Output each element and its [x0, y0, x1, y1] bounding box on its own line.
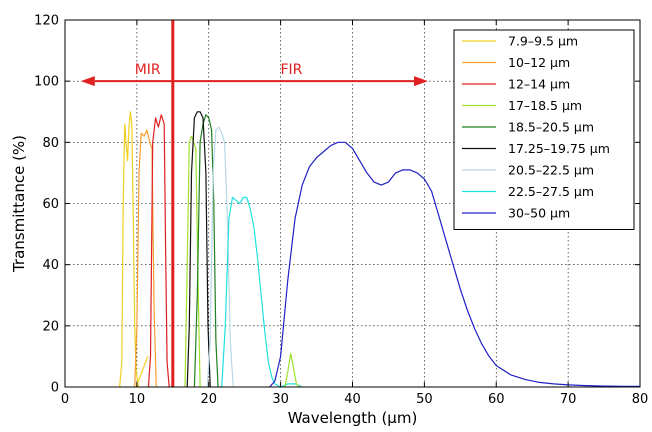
- legend-label-2: 12–14 μm: [508, 77, 570, 92]
- x-tick-label: 0: [61, 392, 69, 407]
- legend-label-0: 7.9–9.5 μm: [508, 34, 578, 49]
- legend-label-1: 10–12 μm: [508, 55, 570, 70]
- x-tick-label: 10: [129, 392, 146, 407]
- legend-label-6: 20.5–22.5 μm: [508, 163, 594, 178]
- x-tick-label: 30: [272, 392, 289, 407]
- extra-line-0: [135, 356, 149, 388]
- x-axis-label: Wavelength (μm): [288, 409, 418, 427]
- series-line-7: [221, 196, 303, 388]
- annotation-fir: FIR: [280, 62, 302, 78]
- legend-label-8: 30–50 μm: [508, 206, 570, 221]
- series-line-2: [147, 114, 170, 388]
- series-line-5: [186, 111, 211, 388]
- x-tick-label: 70: [560, 392, 577, 407]
- series-line-8: [269, 141, 640, 388]
- legend-label-5: 17.25–19.75 μm: [508, 141, 610, 156]
- y-tick-label: 20: [42, 319, 59, 334]
- arrow-head-0: [80, 76, 95, 87]
- x-tick-label: 60: [488, 392, 505, 407]
- y-tick-label: 40: [42, 258, 59, 273]
- y-tick-label: 120: [34, 14, 59, 29]
- y-tick-label: 100: [34, 75, 59, 90]
- series-line-1: [134, 129, 157, 388]
- x-tick-label: 80: [632, 392, 649, 407]
- series-line-4: [193, 114, 219, 388]
- x-tick-label: 50: [416, 392, 433, 407]
- x-tick-label: 40: [344, 392, 361, 407]
- legend-label-3: 17–18.5 μm: [508, 98, 582, 113]
- legend-label-4: 18.5–20.5 μm: [508, 120, 594, 135]
- y-tick-label: 0: [51, 381, 59, 396]
- series-line-0: [119, 111, 139, 388]
- legend-label-7: 22.5–27.5 μm: [508, 184, 594, 199]
- y-tick-label: 60: [42, 197, 59, 212]
- legend-box: [453, 29, 635, 230]
- legend: 7.9–9.5 μm 10–12 μm 12–14 μm 17–18.5 μm 18.5…: [453, 29, 635, 230]
- y-axis-label: Transmittance (%): [10, 135, 28, 273]
- x-tick-label: 20: [200, 392, 217, 407]
- arrow-head-1: [413, 76, 428, 87]
- series-line-6: [206, 126, 234, 388]
- annotation-layer: MIR FIR: [80, 20, 428, 387]
- tick-layer: 0 10 20 30 40 50 60 70 80 0 20 40 60 80 100 120: [34, 14, 648, 408]
- y-tick-label: 80: [42, 136, 59, 151]
- annotation-mir: MIR: [135, 62, 161, 78]
- extra-line-2: [284, 353, 300, 388]
